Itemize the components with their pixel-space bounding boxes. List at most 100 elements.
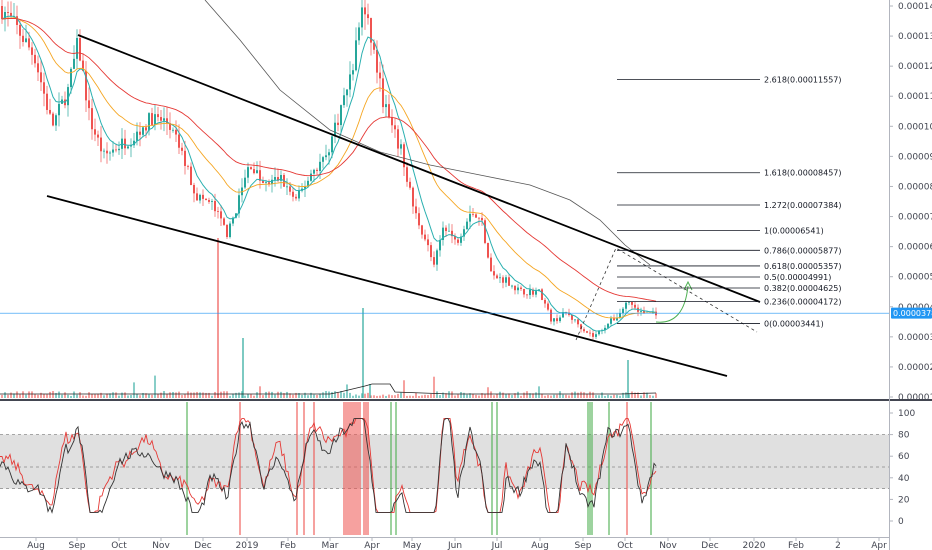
candle-body [115, 149, 117, 151]
candle-body [652, 311, 654, 314]
price-tick-label: 0.00009000 [898, 152, 932, 162]
candle-body [145, 127, 147, 131]
candle-body [73, 58, 75, 69]
volume-bar [286, 391, 288, 398]
candle-body [595, 334, 597, 337]
candle-body [256, 170, 258, 174]
candle-body [289, 186, 291, 192]
volume-bar [271, 391, 273, 398]
candle-body [643, 310, 645, 314]
time-tick-label: Feb [280, 541, 296, 550]
candle-body [346, 89, 348, 96]
current-price-label: 0.00003787 [893, 309, 932, 318]
candle-body [139, 131, 141, 135]
volume-bar [94, 394, 96, 398]
candle-body [412, 187, 414, 207]
signal-bar [587, 402, 593, 535]
volume-bar [151, 394, 153, 398]
volume-bar [481, 393, 483, 398]
volume-bar [256, 392, 258, 398]
candle-body [265, 182, 267, 184]
price-tick-label: 0.00001000 [898, 393, 932, 403]
candle-body [382, 78, 384, 108]
volume-bar [319, 393, 321, 398]
candle-body [358, 27, 360, 41]
fib-label: 0.786(0.00005877) [764, 246, 842, 255]
signal-bar [491, 402, 493, 535]
candle-body [556, 318, 558, 322]
candle-body [421, 225, 423, 235]
volume-bar [7, 394, 9, 398]
candle-body [610, 318, 612, 324]
volume-spike [369, 384, 371, 398]
volume-bar [583, 392, 585, 398]
time-tick-label: Sep [69, 541, 86, 550]
candle-body [490, 257, 492, 272]
volume-bar [22, 391, 24, 398]
volume-bar [334, 391, 336, 398]
candle-body [85, 70, 87, 101]
moving-average-line [1, 15, 657, 332]
candle-body [439, 239, 441, 251]
candle-body [253, 169, 255, 174]
volume-bar [406, 395, 408, 398]
volume-bar [10, 392, 12, 398]
volume-bar [580, 391, 582, 398]
fib-label: 0.236(0.00004172) [764, 298, 842, 307]
candle-body [379, 72, 381, 79]
projection-arrow-path [655, 285, 689, 323]
volume-bar [613, 394, 615, 398]
volume-bar [544, 395, 546, 398]
volume-bar [415, 392, 417, 398]
volume-bar [106, 393, 108, 398]
volume-bar [526, 391, 528, 398]
candle-body [355, 40, 357, 71]
volume-spike [362, 308, 364, 398]
volume-bar [79, 392, 81, 398]
candle-body [544, 299, 546, 304]
volume-bar [142, 392, 144, 398]
volume-bar [154, 375, 156, 398]
volume-bar [463, 392, 465, 398]
candle-body [4, 12, 6, 20]
candle-body [397, 129, 399, 149]
long-moving-average-line [204, 0, 651, 266]
volume-bar [523, 392, 525, 398]
candlesticks [1, 0, 657, 340]
volume-bar [178, 391, 180, 398]
volume-bar [454, 395, 456, 398]
candle-body [364, 7, 366, 15]
candle-body [250, 167, 252, 170]
volume-bar [298, 392, 300, 398]
candle-body [79, 37, 81, 61]
candle-body [367, 14, 369, 19]
volume-bar [259, 386, 261, 398]
volume-bar [499, 391, 501, 398]
volume-bar [337, 392, 339, 398]
candle-body [70, 68, 72, 88]
volume-bar [304, 392, 306, 398]
volume-bar [343, 392, 345, 398]
candle-body [76, 37, 78, 59]
osc-tick-label: 20 [898, 495, 910, 505]
candle-body [571, 314, 573, 320]
signal-bar [390, 402, 392, 535]
moving-averages [1, 0, 657, 332]
volume-bar [133, 382, 135, 398]
osc-tick-label: 0 [898, 517, 904, 527]
volume-bar [316, 395, 318, 398]
candle-body [202, 194, 204, 199]
osc-tick-label: 80 [898, 431, 910, 441]
volume-bar [598, 395, 600, 398]
osc-tick-label: 40 [898, 474, 910, 484]
candle-body [583, 329, 585, 332]
volume-bar [196, 391, 198, 398]
candle-body [388, 104, 390, 118]
candle-body [559, 317, 561, 322]
candle-body [598, 330, 600, 335]
volume-bar [34, 394, 36, 398]
volume-bar [172, 392, 174, 398]
volume-bar [466, 394, 468, 398]
candle-body [235, 213, 237, 218]
